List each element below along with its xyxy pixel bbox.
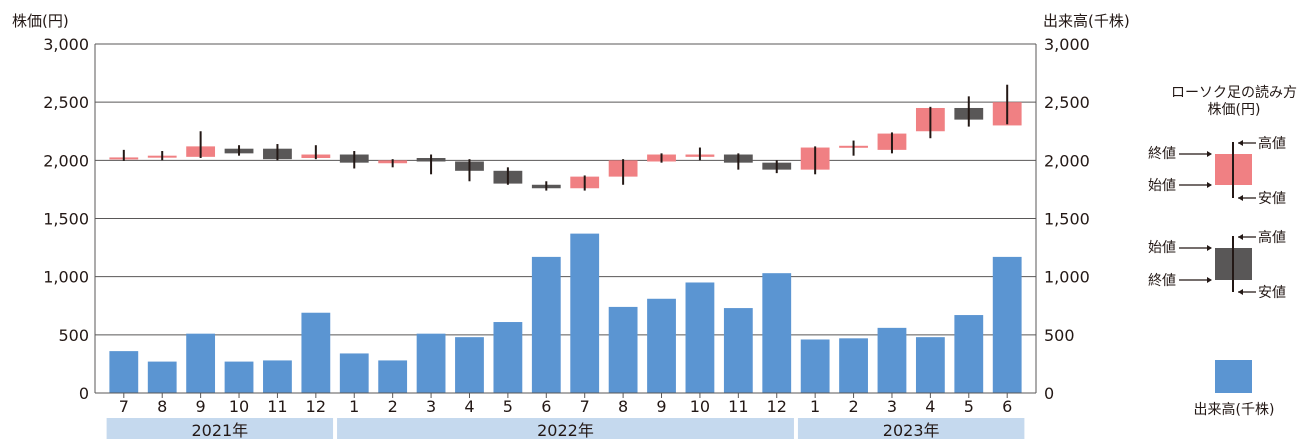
legend-open-label-2: 始値: [1148, 240, 1176, 256]
year-bands: 2021年 2022年 2023年: [106, 418, 1025, 439]
x-tick-label: 6: [541, 397, 551, 416]
x-tick-label: 10: [690, 397, 710, 416]
volume-bar: [263, 360, 292, 393]
y-tick-label-right: 500: [1044, 326, 1075, 345]
x-tick-label: 12: [767, 397, 787, 416]
legend-arrowhead-open-2: [1207, 245, 1212, 251]
legend-close-label-2: 終値: [1148, 273, 1176, 289]
y-tick-label-right: 0: [1044, 384, 1054, 403]
y-tick-label-left: 1,500: [43, 210, 89, 229]
legend-unit: 株価(円): [1208, 102, 1261, 118]
year-band: [337, 418, 794, 439]
legend-arrowhead-close-1: [1207, 151, 1212, 157]
volume-bar: [954, 315, 984, 393]
y-tick-label-left: 1,000: [43, 268, 89, 287]
x-tick-label: 7: [580, 397, 590, 416]
y-tick-label-left: 0: [79, 384, 89, 403]
y-tick-label-left: 2,500: [43, 93, 89, 112]
legend-arrowhead-high-1: [1238, 140, 1243, 146]
right-axis-title: 出来高(千株): [1043, 12, 1130, 30]
year-band-label: 2023年: [883, 421, 940, 439]
volume-bar: [378, 360, 408, 393]
volume-bar: [608, 306, 638, 393]
x-tick-label: 12: [306, 397, 326, 416]
x-tick-label: 3: [426, 397, 436, 416]
x-tick-label: 11: [267, 397, 287, 416]
x-tick-label: 10: [229, 397, 249, 416]
volume-bar: [570, 233, 600, 393]
x-tick-label: 6: [1002, 397, 1012, 416]
legend-arrowhead-low-1: [1238, 195, 1243, 201]
y-tick-label-left: 500: [58, 326, 89, 345]
x-tick-label: 1: [349, 397, 359, 416]
year-band: [106, 418, 334, 439]
x-tick-label: 1: [810, 397, 820, 416]
x-tick-label: 8: [157, 397, 167, 416]
y-tick-label-left: 3,000: [43, 35, 89, 54]
legend-low-label-1: 安値: [1258, 191, 1286, 207]
volume-bar: [339, 353, 369, 393]
x-tick-label: 5: [964, 397, 974, 416]
volume-bar: [992, 256, 1022, 393]
volume-bar: [723, 308, 753, 393]
volume-bar: [224, 361, 254, 393]
volume-bar: [877, 327, 907, 393]
x-tick-label: 2: [848, 397, 858, 416]
y-tick-label-right: 2,500: [1044, 93, 1090, 112]
legend-arrowhead-high-2: [1238, 234, 1243, 240]
volume-bars: [109, 233, 1022, 393]
legend-low-label-2: 安値: [1258, 285, 1286, 301]
x-tick-label: 4: [925, 397, 935, 416]
x-tick-label: 4: [464, 397, 474, 416]
x-tick-label: 9: [656, 397, 666, 416]
x-tick-labels: 7 8 9 10 11 12 1 2 3 4 5 6 7 8 9 10 11 12 1 2 3 4 5 6: [119, 393, 1012, 416]
x-tick-label: 9: [196, 397, 206, 416]
legend-high-label-1: 高値: [1258, 135, 1286, 152]
x-tick-label: 3: [887, 397, 897, 416]
legend-close-label-1: 終値: [1148, 146, 1176, 162]
volume-bar: [839, 338, 868, 393]
volume-bar: [493, 322, 523, 393]
volume-bar: [147, 361, 177, 393]
plot-frame: [94, 43, 1037, 394]
y-tick-label-right: 1,000: [1044, 268, 1090, 287]
legend-open-label-1: 始値: [1148, 178, 1176, 194]
year-band: [797, 418, 1025, 439]
volume-bar: [800, 339, 830, 393]
year-band-label: 2022年: [537, 421, 594, 439]
legend-high-label-2: 高値: [1258, 229, 1286, 246]
volume-bar: [915, 337, 945, 393]
legend-volume-label: 出来高(千株): [1194, 401, 1275, 418]
x-tick-label: 7: [119, 397, 129, 416]
y-tick-label-right: 2,000: [1044, 151, 1090, 170]
year-band-label: 2021年: [191, 421, 248, 439]
legend-volume-swatch: [1215, 360, 1252, 393]
x-tick-label: 11: [728, 397, 748, 416]
legend-arrowhead-open-1: [1207, 182, 1212, 188]
x-tick-label: 2: [388, 397, 398, 416]
legend-title: ローソク足の読み方: [1171, 84, 1297, 101]
volume-bar: [647, 298, 676, 393]
volume-bar: [416, 333, 446, 393]
volume-bar: [762, 273, 792, 393]
y-tick-label-right: 1,500: [1044, 210, 1090, 229]
x-tick-label: 5: [503, 397, 513, 416]
y-tick-labels: 0 0 500 500 1,000 1,000 1,500 1,500 2,000 2,000 2,…: [43, 35, 1090, 403]
left-axis-title: 株価(円): [12, 12, 69, 30]
legend: ローソク足の読み方 株価(円) 高値 安値 終値 始値 高値 安値 始値 終値: [1148, 84, 1297, 418]
y-tick-label-left: 2,000: [43, 151, 89, 170]
x-tick-label: 8: [618, 397, 628, 416]
candlesticks: [109, 84, 1022, 191]
volume-bar: [685, 282, 715, 393]
volume-bar: [455, 337, 484, 393]
volume-bar: [531, 256, 561, 393]
y-tick-label-right: 3,000: [1044, 35, 1090, 54]
volume-bar: [186, 333, 216, 393]
legend-arrowhead-low-2: [1238, 289, 1243, 295]
volume-bar: [109, 351, 139, 393]
volume-bar: [301, 312, 331, 393]
legend-arrowhead-close-2: [1207, 277, 1212, 283]
